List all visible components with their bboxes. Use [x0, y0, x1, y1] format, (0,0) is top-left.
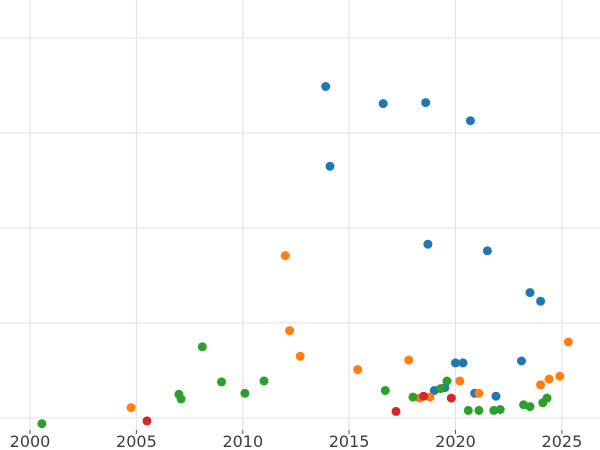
data-point-series-orange	[295, 351, 305, 361]
data-point-series-green	[37, 419, 47, 429]
data-point-series-orange	[555, 371, 565, 381]
data-point-series-orange	[280, 251, 290, 261]
data-point-series-green	[176, 394, 186, 404]
data-point-series-orange	[353, 365, 363, 375]
data-point-series-green	[463, 405, 473, 415]
data-point-series-orange	[563, 337, 573, 347]
data-point-series-green	[380, 386, 390, 395]
data-point-series-green	[474, 405, 484, 415]
data-point-series-blue	[423, 239, 433, 249]
data-point-series-orange	[536, 380, 546, 390]
data-point-series-green	[442, 376, 452, 386]
data-point-series-orange	[404, 355, 414, 365]
data-point-series-green	[197, 342, 207, 352]
data-point-series-blue	[491, 391, 501, 401]
data-point-series-blue	[325, 161, 335, 171]
data-point-series-blue	[451, 358, 460, 368]
data-point-series-orange	[544, 374, 554, 384]
data-point-series-green	[525, 402, 535, 412]
data-point-series-green	[436, 384, 446, 394]
data-point-series-blue	[321, 82, 331, 91]
x-tick-label: 2005	[116, 432, 157, 450]
data-point-series-red	[142, 416, 152, 426]
data-point-series-orange	[474, 388, 484, 398]
data-point-series-blue	[465, 116, 475, 126]
x-tick-label: 2010	[222, 432, 263, 450]
data-point-series-green	[408, 392, 418, 402]
data-point-series-blue	[517, 356, 526, 366]
data-point-series-orange	[126, 403, 136, 413]
data-point-series-orange	[285, 326, 295, 336]
x-tick-label: 2025	[542, 432, 583, 450]
data-point-series-red	[446, 393, 456, 403]
data-point-series-blue	[421, 98, 431, 108]
x-tick-label: 2015	[329, 432, 370, 450]
data-point-series-red	[419, 391, 429, 401]
x-tick-label: 2020	[435, 432, 476, 450]
data-point-series-blue	[525, 288, 535, 298]
data-point-series-green	[217, 377, 226, 387]
data-point-series-green	[259, 376, 269, 386]
data-point-series-green	[240, 388, 250, 398]
data-point-series-red	[391, 406, 401, 416]
data-point-series-blue	[482, 246, 492, 256]
data-point-series-green	[542, 393, 552, 403]
x-tick-label: 2000	[10, 432, 51, 450]
data-point-series-green	[495, 405, 505, 414]
data-point-series-blue	[458, 358, 468, 368]
data-point-series-orange	[455, 376, 465, 386]
data-point-series-blue	[536, 296, 546, 306]
data-point-series-blue	[378, 99, 388, 109]
